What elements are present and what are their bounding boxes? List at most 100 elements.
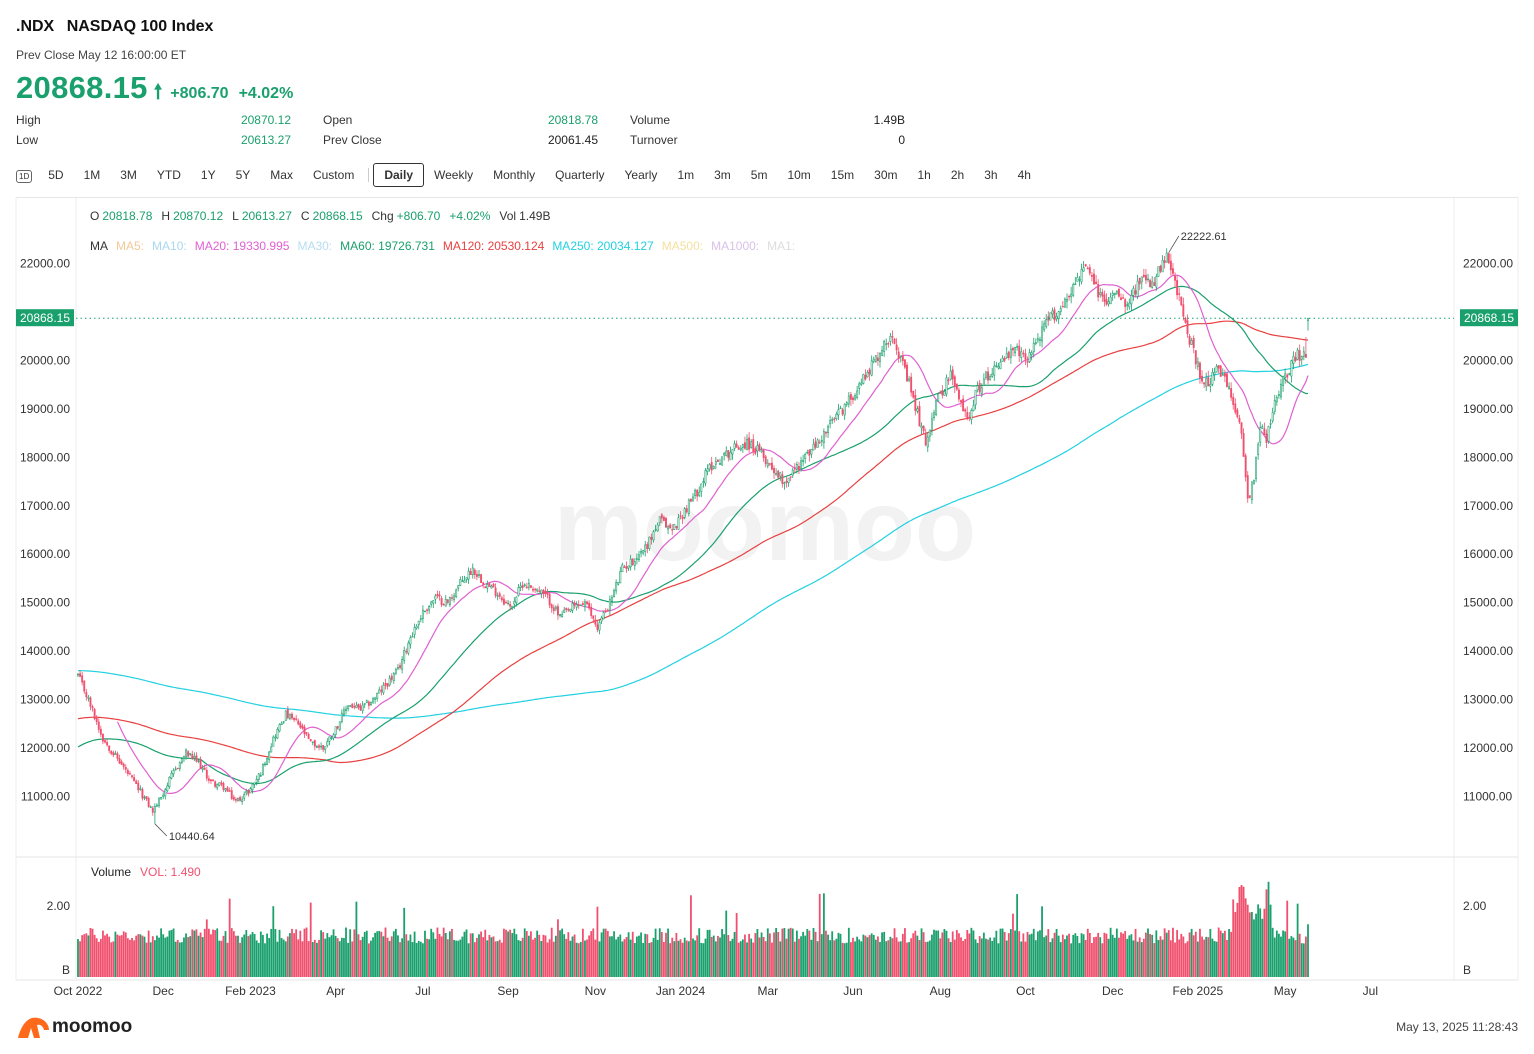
x-tick: Dec [153, 984, 174, 998]
tab-15m[interactable]: 15m [830, 168, 855, 182]
candle [1304, 337, 1307, 359]
volume-bar [937, 930, 940, 977]
volume-bar [901, 933, 904, 977]
volume-bar [1205, 936, 1208, 977]
candle [1219, 364, 1222, 377]
tab-5y[interactable]: 5Y [235, 168, 251, 182]
volume-bar [833, 940, 836, 977]
intraday-icon[interactable]: 1D [16, 163, 38, 187]
candle [687, 498, 690, 517]
volume-bar [164, 937, 167, 977]
tab-1h[interactable]: 1h [917, 168, 931, 182]
tab-10m[interactable]: 10m [787, 168, 811, 182]
volume-bar [669, 943, 672, 977]
volume-bar [789, 927, 792, 977]
tab-1y[interactable]: 1Y [200, 168, 216, 182]
candle [827, 424, 830, 438]
volume-bar [255, 940, 258, 977]
volume-bar [158, 937, 160, 977]
volume-bar [735, 912, 738, 977]
candle [534, 587, 537, 594]
candle [852, 395, 854, 405]
tab-3m[interactable]: 3m [714, 168, 731, 182]
tab-1m[interactable]: 1m [677, 168, 695, 182]
candle [388, 675, 391, 687]
tab-monthly[interactable]: Monthly [493, 168, 536, 182]
candle [1078, 276, 1081, 287]
tab-max[interactable]: Max [270, 168, 293, 182]
candle [1244, 453, 1247, 482]
candle [1302, 346, 1305, 361]
candle [1163, 255, 1166, 269]
tab-3h[interactable]: 3h [984, 168, 998, 182]
tab-ytd[interactable]: YTD [156, 168, 181, 182]
volume-bar [966, 930, 969, 977]
candle [79, 670, 82, 678]
candle [421, 605, 424, 624]
candle [798, 462, 800, 475]
tab-5d[interactable]: 5D [48, 168, 64, 182]
volume-bar [1251, 912, 1253, 977]
tab-30m[interactable]: 30m [874, 168, 898, 182]
volume-bar [322, 932, 325, 977]
volume-bar [783, 928, 786, 977]
candle [1063, 297, 1066, 308]
tab-2h[interactable]: 2h [950, 168, 965, 182]
stats-panel: High 20870.12 Low 20613.27 Open 20818.78… [16, 113, 916, 157]
candle [818, 439, 821, 444]
volume-bar [712, 935, 715, 977]
volume-bar [768, 933, 771, 977]
candle [733, 440, 736, 452]
tab-daily[interactable]: Daily [373, 163, 424, 187]
candle [608, 595, 611, 616]
volume-bar [908, 942, 910, 977]
candle [210, 778, 212, 785]
candle [307, 732, 310, 740]
volume-bar [519, 940, 522, 977]
volume-bar [172, 928, 175, 977]
candle [1049, 312, 1052, 321]
volume-bar [931, 934, 933, 977]
candle [193, 752, 196, 762]
tab-weekly[interactable]: Weekly [434, 168, 474, 182]
volume-bar [1292, 937, 1295, 977]
candle [1130, 289, 1133, 311]
volume-bar [1053, 932, 1056, 977]
volume-bar [829, 940, 832, 977]
volume-bar [99, 938, 102, 977]
volume-bar [403, 907, 406, 977]
volume-bar [999, 928, 1002, 977]
volume-bar [517, 940, 520, 977]
candle [253, 782, 256, 788]
candle [910, 372, 913, 397]
candle [683, 507, 686, 520]
tab-quarterly[interactable]: Quarterly [555, 168, 605, 182]
symbol: .NDX [16, 18, 55, 35]
candle [249, 786, 252, 794]
candle [110, 750, 113, 756]
candle [1142, 268, 1145, 278]
tab-custom[interactable]: Custom [312, 168, 355, 182]
volume-bar [318, 939, 320, 977]
volume-bar [343, 938, 345, 977]
candle [629, 554, 632, 571]
tab-4h[interactable]: 4h [1017, 168, 1031, 182]
candle [1294, 352, 1297, 363]
volume-bar [1155, 930, 1158, 977]
candle [858, 381, 861, 395]
candle [164, 787, 167, 800]
candle [617, 581, 620, 586]
tab-1m[interactable]: 1M [83, 168, 101, 182]
volume-bar [525, 931, 528, 977]
volume-bar [779, 941, 782, 977]
tab-3m[interactable]: 3M [120, 168, 137, 182]
volume-bar [679, 939, 682, 977]
tab-yearly[interactable]: Yearly [624, 168, 658, 182]
candle [230, 787, 233, 801]
volume-bar [108, 936, 111, 977]
candle [185, 748, 187, 760]
tab-5m[interactable]: 5m [750, 168, 768, 182]
volume-bar [1290, 936, 1293, 977]
volume-bar [856, 936, 859, 977]
